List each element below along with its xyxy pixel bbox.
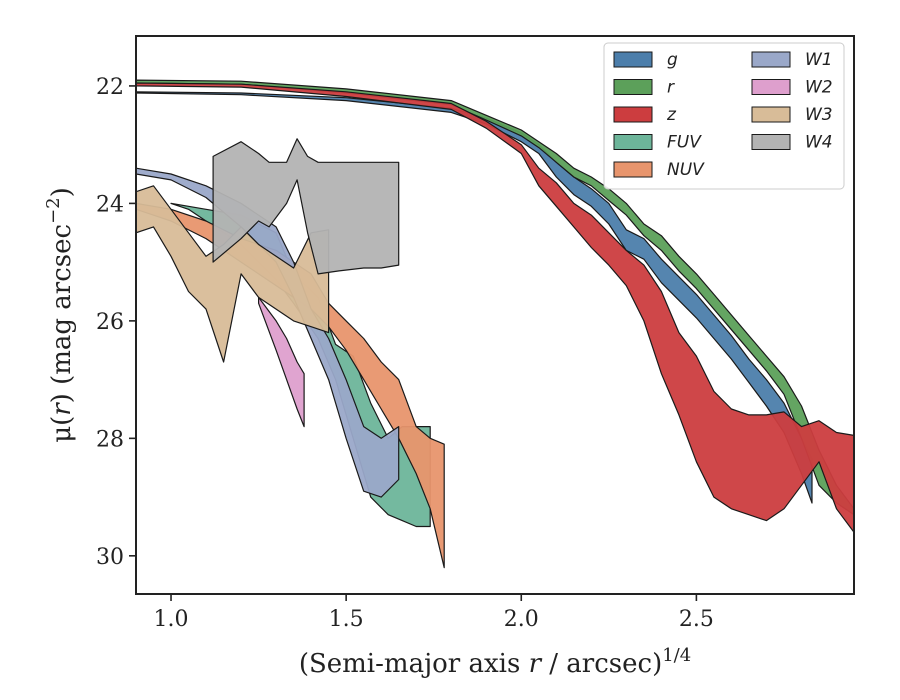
legend-swatch-w4 — [751, 134, 791, 150]
legend: grz FUV NUV W1 W2 W3 W4 — [603, 42, 845, 190]
series-band-w2 — [258, 296, 305, 428]
legend-label-w2: W2 — [805, 78, 833, 98]
legend-swatch-w1 — [751, 51, 791, 68]
legend-swatch-w3 — [751, 106, 791, 123]
ticks-layer: 1.0 1.5 2.0 2.5 22 24 26 28 30 — [96, 75, 714, 632]
series-band-w4 — [212, 138, 400, 275]
y-tick-label: 28 — [96, 427, 124, 452]
legend-label-nuv: NUV — [667, 160, 705, 180]
series-band-r — [136, 79, 854, 516]
y-axis-label: μ(r) (mag arcsec−2) — [43, 187, 77, 443]
legend-label-w3: W3 — [805, 105, 833, 125]
legend-swatch-z — [613, 106, 653, 123]
series-band-w3 — [136, 185, 330, 363]
legend-label-z: z — [666, 105, 677, 125]
y-tick-label: 24 — [96, 192, 124, 217]
legend-label-w1: W1 — [805, 50, 833, 70]
legend-label-r: r — [667, 78, 675, 98]
y-tick-label: 26 — [96, 310, 124, 335]
y-tick-label: 22 — [96, 75, 124, 100]
legend-swatch-nuv — [613, 161, 653, 178]
x-tick-label: 2.0 — [504, 607, 539, 632]
x-tick-label: 1.5 — [329, 607, 364, 632]
legend-label-w4: W4 — [805, 133, 833, 153]
y-tick-label: 30 — [96, 545, 124, 570]
legend-swatch-g — [613, 51, 653, 68]
series-layer — [136, 79, 854, 569]
x-axis-label: (Semi-major axis r / arcsec)1/4 — [299, 645, 691, 679]
series-band-z — [136, 82, 854, 533]
x-tick-label: 1.0 — [154, 607, 189, 632]
legend-swatch-fuv — [613, 134, 653, 150]
legend-label-fuv: FUV — [667, 133, 702, 153]
plot-frame — [135, 35, 855, 595]
x-tick-label: 2.5 — [679, 607, 714, 632]
legend-swatch-r — [613, 79, 653, 95]
legend-label-g: g — [667, 50, 678, 70]
legend-swatch-w2 — [751, 79, 791, 95]
